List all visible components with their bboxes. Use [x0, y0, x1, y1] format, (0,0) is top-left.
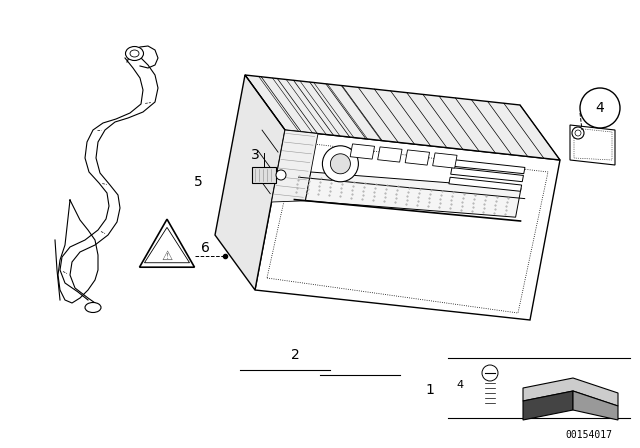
Polygon shape [145, 228, 189, 263]
Polygon shape [215, 75, 285, 290]
Polygon shape [271, 130, 318, 202]
Text: 4: 4 [596, 101, 604, 115]
Ellipse shape [130, 50, 139, 57]
Text: 2: 2 [291, 348, 300, 362]
Polygon shape [350, 144, 374, 159]
Text: 1: 1 [426, 383, 435, 397]
Polygon shape [255, 130, 560, 320]
Text: ⚠: ⚠ [161, 250, 173, 263]
Polygon shape [378, 147, 402, 162]
Text: 3: 3 [251, 148, 259, 162]
Text: 4: 4 [456, 380, 463, 390]
Circle shape [323, 146, 358, 182]
Polygon shape [305, 172, 521, 217]
Polygon shape [433, 153, 457, 168]
Polygon shape [140, 219, 195, 267]
Polygon shape [573, 391, 618, 420]
Text: 6: 6 [200, 241, 209, 255]
Polygon shape [523, 391, 573, 420]
Ellipse shape [125, 47, 143, 60]
Circle shape [572, 127, 584, 139]
Circle shape [330, 154, 351, 174]
Circle shape [276, 170, 286, 180]
Polygon shape [523, 378, 618, 406]
Ellipse shape [85, 302, 101, 313]
Circle shape [575, 130, 581, 136]
Circle shape [580, 88, 620, 128]
Polygon shape [452, 159, 525, 174]
Text: 5: 5 [194, 175, 202, 189]
Polygon shape [570, 125, 615, 165]
Polygon shape [245, 75, 560, 160]
Polygon shape [449, 177, 522, 191]
Polygon shape [405, 150, 429, 165]
Polygon shape [451, 168, 524, 182]
Circle shape [482, 365, 498, 381]
FancyBboxPatch shape [252, 167, 276, 183]
Text: 00154017: 00154017 [565, 430, 612, 440]
